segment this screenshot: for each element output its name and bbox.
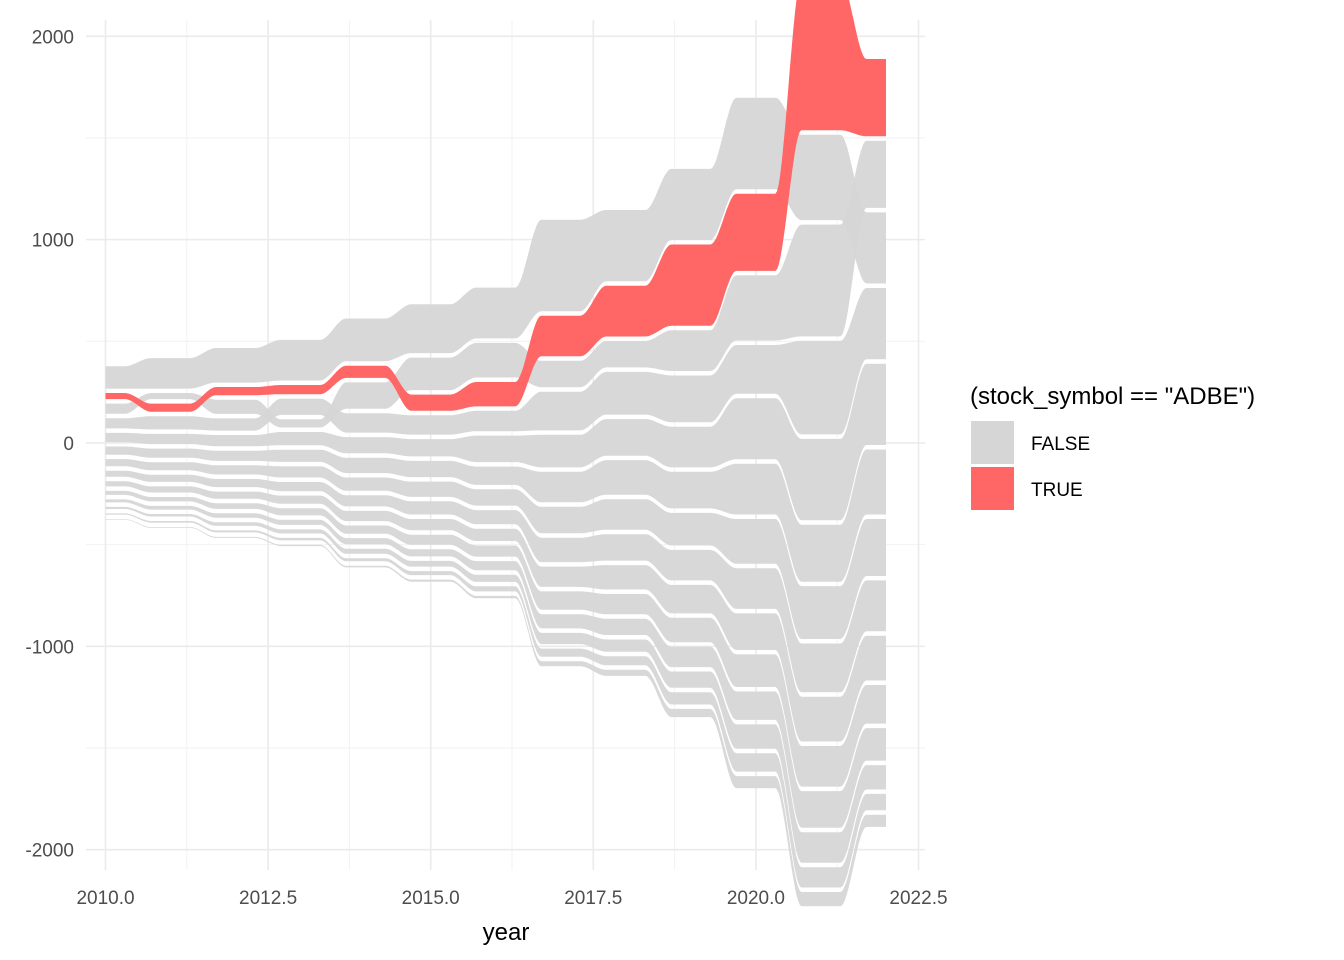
stream-band bbox=[105, 459, 886, 639]
legend-title: (stock_symbol == "ADBE") bbox=[970, 383, 1255, 410]
stream-band bbox=[105, 470, 886, 693]
stream-band bbox=[105, 288, 886, 435]
legend-label-true: TRUE bbox=[1031, 480, 1083, 501]
stream-band bbox=[105, 363, 886, 521]
stream-band bbox=[105, 481, 886, 742]
stream-band bbox=[105, 506, 886, 863]
x-axis-ticks: 2010.0 2012.5 2015.0 2017.5 2020.0 2022.5 bbox=[76, 888, 947, 909]
y-tick-label: 0 bbox=[63, 434, 74, 455]
legend-key-false bbox=[971, 421, 1014, 464]
x-tick-label: 2020.0 bbox=[727, 888, 785, 909]
x-tick-label: 2015.0 bbox=[402, 888, 460, 909]
stream-band bbox=[105, 97, 886, 389]
legend-key-true bbox=[971, 467, 1014, 510]
stream-band bbox=[105, 490, 886, 787]
y-tick-label: -1000 bbox=[25, 637, 74, 658]
x-tick-label: 2022.5 bbox=[889, 888, 947, 909]
y-tick-label: -2000 bbox=[25, 841, 74, 862]
stream-band bbox=[105, 513, 886, 888]
stream-band bbox=[105, 499, 886, 828]
legend: (stock_symbol == "ADBE") FALSE TRUE bbox=[970, 383, 1255, 510]
y-axis-ticks: -2000 -1000 0 1000 2000 bbox=[25, 27, 74, 861]
stream-band bbox=[105, 519, 886, 907]
y-tick-label: 2000 bbox=[32, 27, 74, 48]
x-tick-label: 2010.0 bbox=[76, 888, 134, 909]
x-tick-label: 2017.5 bbox=[564, 888, 622, 909]
stream-band bbox=[105, 140, 886, 428]
legend-label-false: FALSE bbox=[1031, 434, 1090, 455]
stream-band bbox=[105, 446, 886, 582]
x-tick-label: 2012.5 bbox=[239, 888, 297, 909]
y-tick-label: 1000 bbox=[32, 231, 74, 252]
x-axis-title: year bbox=[483, 919, 530, 946]
stream-band-adbe bbox=[105, 0, 886, 412]
stream-series bbox=[105, 0, 886, 907]
